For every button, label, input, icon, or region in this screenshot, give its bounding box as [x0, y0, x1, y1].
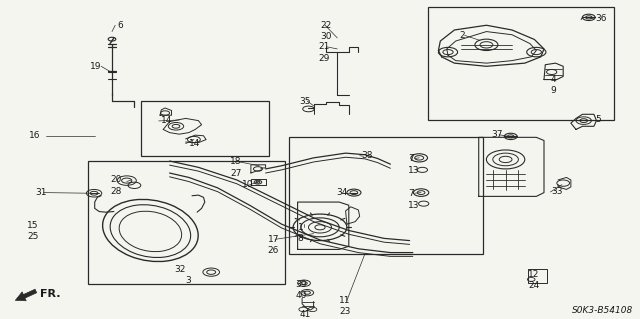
- Bar: [528, 269, 547, 283]
- Text: 7: 7: [408, 154, 414, 163]
- Text: 12: 12: [528, 270, 540, 278]
- Text: 29: 29: [319, 54, 330, 63]
- Text: 7: 7: [408, 189, 414, 198]
- Text: 15: 15: [27, 221, 38, 230]
- Text: 30: 30: [320, 33, 332, 41]
- Text: 20: 20: [110, 175, 122, 184]
- Text: 28: 28: [110, 187, 122, 196]
- Text: 38: 38: [362, 151, 373, 160]
- Text: S0K3-B54108: S0K3-B54108: [572, 306, 634, 315]
- Text: 25: 25: [27, 232, 38, 241]
- Text: 17: 17: [268, 235, 279, 244]
- Text: 3: 3: [186, 276, 191, 285]
- Text: 32: 32: [174, 264, 186, 273]
- Text: 22: 22: [320, 21, 332, 30]
- Text: 1: 1: [298, 223, 303, 232]
- Text: 14: 14: [189, 139, 200, 148]
- Text: 14: 14: [161, 116, 173, 125]
- Text: 4: 4: [550, 75, 556, 84]
- Bar: [289, 137, 483, 254]
- Text: 13: 13: [408, 201, 420, 210]
- Text: 36: 36: [595, 14, 607, 23]
- Text: 13: 13: [408, 166, 420, 175]
- Text: 39: 39: [296, 280, 307, 289]
- Text: 9: 9: [550, 86, 556, 95]
- Text: 18: 18: [230, 157, 242, 166]
- Text: 10: 10: [242, 180, 253, 189]
- Bar: [428, 7, 614, 120]
- Text: 21: 21: [319, 42, 330, 51]
- Text: 35: 35: [300, 97, 311, 106]
- Text: 24: 24: [528, 281, 540, 290]
- Text: 5: 5: [595, 115, 601, 124]
- Text: 41: 41: [300, 310, 311, 319]
- Text: 40: 40: [296, 291, 307, 300]
- Text: 31: 31: [35, 188, 47, 197]
- Text: 37: 37: [492, 130, 503, 139]
- Text: 19: 19: [90, 62, 101, 71]
- Bar: [141, 101, 269, 156]
- Bar: [88, 161, 285, 284]
- Text: 27: 27: [230, 168, 242, 177]
- Text: 2: 2: [460, 31, 465, 40]
- Text: 34: 34: [336, 188, 348, 197]
- Text: 26: 26: [268, 246, 279, 255]
- Text: 16: 16: [29, 131, 40, 140]
- Text: 11: 11: [339, 296, 351, 305]
- Text: 33: 33: [552, 188, 563, 197]
- Text: 8: 8: [298, 234, 303, 243]
- Text: FR.: FR.: [40, 289, 61, 299]
- Text: 23: 23: [339, 307, 351, 316]
- Text: 6: 6: [117, 21, 123, 30]
